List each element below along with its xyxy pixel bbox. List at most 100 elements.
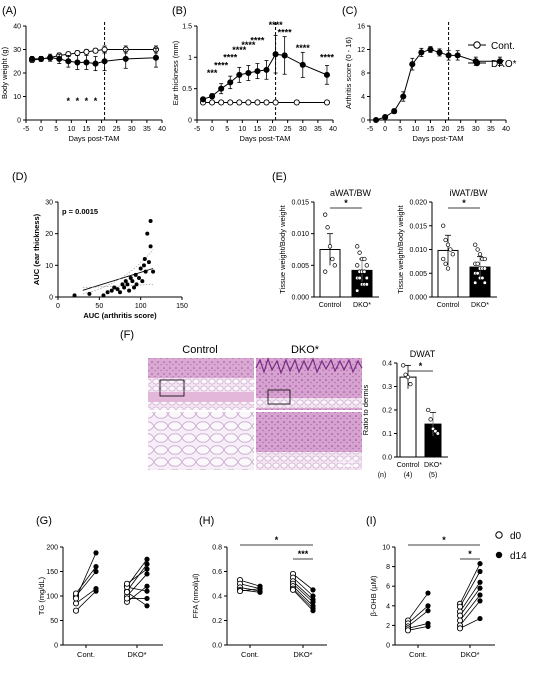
chart-f-n-title: (n) xyxy=(378,472,387,479)
chart-a-y-tick-label: 10 xyxy=(13,94,21,101)
chart-e2-data-point xyxy=(482,280,487,285)
chart-b-x-tick-label: 20 xyxy=(269,126,277,133)
chart-c-x-tick-label: 15 xyxy=(427,126,435,133)
chart-f-title: DWAT xyxy=(410,349,436,359)
chart-f-data-point xyxy=(401,363,406,368)
chart-f-bar xyxy=(399,376,417,458)
chart-c-y-tick-label: 12 xyxy=(357,47,365,54)
panel-label-e: (E) xyxy=(272,171,287,183)
chart-g-d0-point xyxy=(123,589,131,596)
panel-label-d: (D) xyxy=(12,171,27,183)
chart-i-d14-point xyxy=(477,579,483,585)
chart-a-data-point xyxy=(101,58,108,65)
chart-d-data-point xyxy=(132,285,137,290)
chart-a-y-tick-label: 40 xyxy=(13,24,21,31)
chart-i-d14-point xyxy=(425,603,431,609)
chart-f-y-tick-label: 0.2 xyxy=(382,408,392,415)
chart-b-data-point xyxy=(218,85,225,92)
chart-c-y-axis-label: Arthritis score (0 - 16) xyxy=(344,36,353,109)
chart-a-data-point xyxy=(65,58,72,65)
chart-h-y-tick-label: 0.0 xyxy=(212,643,222,650)
chart-e2-y-tick-label: 0.005 xyxy=(409,271,427,278)
chart-d-y-tick-label: 10 xyxy=(45,263,53,270)
chart-b-x-tick-label: 25 xyxy=(284,126,292,133)
chart-b-data-point xyxy=(236,71,243,78)
chart-b-significance-star: **** xyxy=(241,40,256,50)
chart-g-d0-point xyxy=(123,595,131,602)
chart-b-data-point xyxy=(245,69,252,77)
chart-f-data-point xyxy=(426,407,431,413)
chart-a-x-tick-label: 15 xyxy=(83,126,91,133)
chart-b-data-point xyxy=(199,96,207,103)
chart-d-data-point xyxy=(120,282,125,287)
chart-a-x-tick-label: 30 xyxy=(128,126,136,133)
chart-i-d0-point xyxy=(404,627,412,634)
chart-b-data-point xyxy=(323,99,331,106)
chart-e2-data-point xyxy=(441,256,446,262)
chart-b-x-tick-label: 30 xyxy=(299,126,307,133)
legend-d0-marker xyxy=(495,531,503,539)
chart-i-y-axis-label: β-OHB (µM) xyxy=(369,575,378,616)
chart-i-d14-point xyxy=(425,623,431,629)
chart-e1-data-point xyxy=(325,225,330,230)
chart-b-significance-star: **** xyxy=(214,61,229,71)
chart-b-data-point xyxy=(209,99,216,106)
legend-d0-label: d0 xyxy=(510,531,522,542)
chart-c-data-point xyxy=(436,49,443,56)
chart-g-y-axis-label: TG (mg/dL) xyxy=(37,576,46,615)
chart-e2-data-point xyxy=(475,247,480,252)
chart-b-x-tick-label: 15 xyxy=(254,126,262,133)
chart-g-pair-line xyxy=(75,552,97,599)
chart-b-data-point xyxy=(263,66,270,73)
legend-cont-marker xyxy=(473,41,481,49)
chart-i-x-tick-label: Cont. xyxy=(409,650,427,659)
chart-f-x-tick-label: DKO* xyxy=(424,462,442,469)
chart-e2-data-point xyxy=(482,256,487,262)
chart-e2-significance-star: * xyxy=(462,198,466,208)
chart-d-x-tick-label: 50 xyxy=(95,303,103,310)
chart-f-data-point xyxy=(428,417,433,422)
chart-a-x-axis-label: Days post-TAM xyxy=(68,134,119,143)
chart-d-data-point xyxy=(105,290,110,295)
chart-a-x-tick-label: -5 xyxy=(23,126,29,133)
chart-h-y-tick-label: 0.6 xyxy=(212,569,222,576)
chart-e1-data-point xyxy=(327,244,333,249)
chart-a-data-point xyxy=(83,59,90,66)
chart-e1-data-point xyxy=(355,263,360,268)
chart-c-x-tick-label: 10 xyxy=(411,126,419,133)
chart-b-data-point xyxy=(293,99,300,106)
chart-i-d14-point xyxy=(477,615,483,622)
chart-c-data-point xyxy=(409,61,416,68)
chart-c-data-point xyxy=(382,114,389,121)
chart-d-data-point xyxy=(146,260,151,265)
chart-c-data-point xyxy=(472,58,479,65)
chart-b-x-tick-label: 35 xyxy=(314,126,322,133)
chart-h-pair-line xyxy=(292,573,314,591)
chart-d-fit-line xyxy=(82,268,154,291)
chart-h-pair-line xyxy=(292,589,314,611)
chart-e1-significance-star: * xyxy=(344,198,348,208)
chart-b-data-point xyxy=(272,99,279,106)
chart-c-x-tick-label: 40 xyxy=(502,126,510,133)
chart-i-d14-point xyxy=(425,590,431,596)
chart-g-d14-point xyxy=(93,550,99,556)
chart-d-x-tick-label: 150 xyxy=(176,303,188,310)
chart-a-data-point xyxy=(74,49,81,57)
chart-g-d14-point xyxy=(93,564,99,570)
chart-a-data-point xyxy=(101,46,108,53)
chart-b-data-point xyxy=(323,71,331,78)
chart-b-significance-star: **** xyxy=(278,27,293,37)
chart-i-significance-star: * xyxy=(468,549,472,559)
chart-h-y-tick-label: 0.2 xyxy=(212,618,222,625)
chart-i-d0-point xyxy=(456,617,464,624)
chart-d-y-axis-label: AUC (ear thickness) xyxy=(32,213,41,285)
chart-e2-data-point xyxy=(473,280,478,285)
chart-f-data-point xyxy=(405,374,411,380)
chart-f-n-label: (5) xyxy=(429,472,438,479)
chart-e1-data-point xyxy=(364,263,369,268)
chart-d-y-tick-label: 20 xyxy=(45,231,53,238)
chart-f-n-label: (4) xyxy=(404,472,413,479)
histology-images: Control DKO* 100 µm xyxy=(148,344,363,470)
chart-d-x-tick-label: 0 xyxy=(56,303,60,310)
